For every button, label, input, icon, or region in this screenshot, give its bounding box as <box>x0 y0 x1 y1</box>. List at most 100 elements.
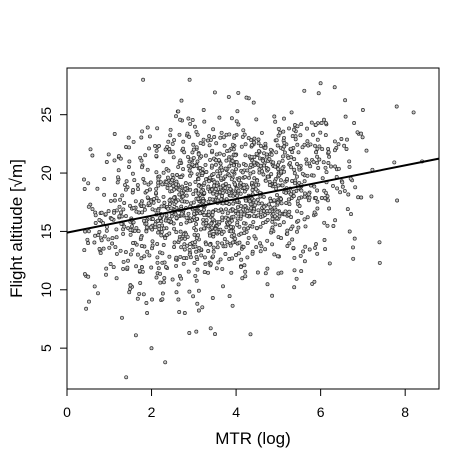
data-point <box>227 148 232 153</box>
data-point <box>169 206 174 211</box>
data-point <box>116 168 121 173</box>
data-point <box>135 252 140 257</box>
data-point <box>228 225 233 229</box>
data-point <box>116 154 121 159</box>
data-point <box>182 150 187 155</box>
data-point <box>217 219 222 224</box>
data-point <box>222 143 227 148</box>
data-point <box>333 164 338 169</box>
data-point <box>142 180 147 185</box>
data-point <box>248 332 253 337</box>
data-point <box>300 171 305 176</box>
data-point <box>211 191 216 196</box>
data-point <box>377 240 382 245</box>
data-point <box>177 192 182 197</box>
data-point <box>245 255 250 260</box>
data-point <box>343 114 348 119</box>
data-point <box>132 178 137 183</box>
data-point <box>187 219 192 224</box>
data-point <box>163 360 168 365</box>
data-point <box>273 222 278 227</box>
data-point <box>144 225 149 230</box>
data-point <box>192 124 197 129</box>
data-point <box>104 272 108 277</box>
data-point <box>247 199 252 204</box>
data-point <box>258 224 263 229</box>
data-point <box>140 210 145 215</box>
data-point <box>106 152 111 157</box>
y-axis: 5 10 15 20 25 <box>38 107 67 352</box>
data-point <box>279 201 284 206</box>
data-point <box>194 329 199 334</box>
data-point <box>200 171 205 176</box>
data-point <box>314 150 319 155</box>
data-point <box>377 260 382 265</box>
data-point <box>216 208 221 213</box>
data-point <box>278 178 283 183</box>
data-point <box>99 238 104 243</box>
data-point <box>171 155 176 160</box>
data-point <box>130 224 134 229</box>
data-point <box>297 196 302 201</box>
data-point <box>324 170 329 175</box>
data-point <box>221 284 225 289</box>
data-point <box>210 163 214 168</box>
data-point <box>194 222 199 227</box>
data-point <box>276 167 281 172</box>
data-point <box>187 289 192 294</box>
data-point <box>262 163 267 168</box>
data-point <box>234 253 238 257</box>
data-point <box>183 181 188 186</box>
data-point <box>160 182 165 187</box>
data-point <box>174 182 178 187</box>
data-point <box>212 180 217 185</box>
data-point <box>254 117 259 122</box>
data-point <box>223 252 228 256</box>
data-point <box>230 169 235 174</box>
data-point <box>275 209 280 214</box>
data-point <box>193 240 198 245</box>
data-point <box>230 256 235 261</box>
data-point <box>93 213 98 218</box>
data-point <box>392 160 397 165</box>
data-point <box>254 151 259 156</box>
data-point <box>165 175 170 180</box>
data-point <box>112 210 117 215</box>
data-point <box>174 199 178 204</box>
data-point <box>88 147 93 152</box>
data-point <box>216 174 220 179</box>
data-point <box>211 254 216 259</box>
data-point <box>167 198 172 203</box>
data-point <box>299 210 304 215</box>
data-point <box>196 196 201 201</box>
data-point <box>188 157 193 162</box>
data-point <box>255 270 260 275</box>
data-point <box>369 194 374 199</box>
data-point <box>303 191 307 196</box>
data-point <box>202 255 207 260</box>
data-point <box>288 146 293 151</box>
data-point <box>207 179 212 184</box>
data-point <box>183 236 187 241</box>
data-point <box>305 139 310 144</box>
data-point <box>352 236 357 241</box>
data-point <box>117 204 122 209</box>
data-point <box>211 249 216 254</box>
data-point <box>195 132 200 137</box>
data-point <box>309 120 314 125</box>
data-point <box>179 175 184 179</box>
data-point <box>204 177 208 182</box>
data-point <box>191 192 196 197</box>
data-point <box>252 140 257 145</box>
data-point <box>267 209 272 214</box>
data-point <box>288 192 293 197</box>
data-point <box>336 142 341 147</box>
data-point <box>359 131 364 136</box>
data-point <box>312 184 317 189</box>
data-point <box>223 174 228 179</box>
data-point <box>131 139 136 144</box>
data-point <box>168 127 173 132</box>
data-point <box>202 207 206 212</box>
data-point <box>191 147 196 152</box>
y-tick-label: 25 <box>38 107 54 123</box>
